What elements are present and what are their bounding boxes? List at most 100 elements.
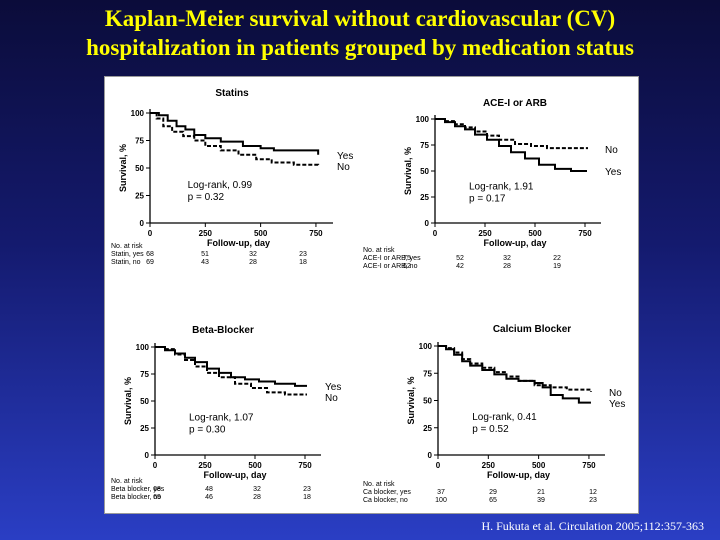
x-tick-label: 0 bbox=[433, 229, 438, 238]
curve-no bbox=[438, 345, 592, 392]
at-risk-value: 19 bbox=[553, 263, 561, 270]
x-axis-label: Follow-up, day bbox=[204, 470, 267, 480]
curve-yes bbox=[435, 118, 587, 172]
y-axis-label: Survival, % bbox=[406, 376, 416, 424]
logrank-annotation: Log-rank, 0.41 bbox=[472, 412, 537, 423]
at-risk-row-label: Beta blocker, no bbox=[111, 494, 161, 501]
curve-no bbox=[155, 346, 307, 396]
curve-yes bbox=[438, 345, 591, 404]
x-tick-label: 250 bbox=[478, 229, 492, 238]
at-risk-value: 62 bbox=[403, 263, 411, 270]
at-risk-row-label: ACE-I or ARB, yes bbox=[363, 255, 421, 262]
at-risk-row-label: Statin, no bbox=[111, 259, 141, 266]
at-risk-value: 23 bbox=[589, 497, 597, 504]
at-risk-value: 29 bbox=[489, 489, 497, 496]
at-risk-value: 69 bbox=[146, 259, 154, 266]
curve-no bbox=[150, 112, 320, 166]
series-label-no: No bbox=[605, 145, 618, 156]
series-label-yes: Yes bbox=[325, 382, 341, 393]
at-risk-value: 43 bbox=[201, 259, 209, 266]
y-tick-label: 75 bbox=[135, 137, 144, 146]
y-tick-label: 25 bbox=[140, 424, 149, 433]
at-risk-value: 22 bbox=[553, 255, 561, 262]
logrank-annotation: Log-rank, 1.91 bbox=[469, 182, 534, 193]
at-risk-row-label: Beta blocker, yes bbox=[111, 486, 165, 493]
km-chart-4: Calcium Blocker 0 25 50 75 100 0 250 500 750 Follo… bbox=[363, 324, 625, 504]
logrank-annotation: p = 0.30 bbox=[189, 424, 226, 435]
at-risk-row-label: ACE-I or ARB, no bbox=[363, 263, 418, 270]
at-risk-header: No. at risk bbox=[111, 478, 143, 485]
km-chart-1: Statins 0 25 50 75 100 0 250 500 750 Follow-up, da… bbox=[111, 88, 353, 266]
at-risk-value: 69 bbox=[153, 494, 161, 501]
y-tick-label: 25 bbox=[423, 424, 432, 433]
at-risk-value: 51 bbox=[201, 251, 209, 258]
y-tick-label: 50 bbox=[420, 167, 429, 176]
series-label-no: No bbox=[325, 393, 338, 404]
at-risk-value: 23 bbox=[299, 251, 307, 258]
at-risk-value: 68 bbox=[153, 486, 161, 493]
at-risk-value: 37 bbox=[437, 489, 445, 496]
at-risk-row-label: Ca blocker, yes bbox=[363, 489, 411, 496]
y-tick-label: 25 bbox=[135, 192, 144, 201]
at-risk-header: No. at risk bbox=[111, 243, 143, 250]
y-tick-label: 0 bbox=[140, 219, 145, 228]
at-risk-value: 18 bbox=[303, 494, 311, 501]
logrank-annotation: p = 0.17 bbox=[469, 194, 506, 205]
x-tick-label: 500 bbox=[532, 461, 546, 470]
figure-panel: Statins 0 25 50 75 100 0 250 500 750 Follow-up, da… bbox=[104, 76, 639, 514]
at-risk-value: 52 bbox=[456, 255, 464, 262]
slide-title: Kaplan-Meier survival without cardiovasc… bbox=[0, 4, 720, 62]
y-tick-label: 75 bbox=[140, 370, 149, 379]
at-risk-value: 32 bbox=[249, 251, 257, 258]
at-risk-value: 42 bbox=[456, 263, 464, 270]
at-risk-value: 23 bbox=[303, 486, 311, 493]
logrank-annotation: p = 0.32 bbox=[188, 192, 225, 203]
chart-title: Beta-Blocker bbox=[192, 325, 254, 336]
at-risk-value: 39 bbox=[537, 497, 545, 504]
x-tick-label: 0 bbox=[148, 229, 153, 238]
km-chart-2: ACE-I or ARB 0 25 50 75 100 0 250 500 750 Follow-u… bbox=[363, 98, 621, 270]
at-risk-value: 28 bbox=[249, 259, 257, 266]
x-tick-label: 750 bbox=[578, 229, 592, 238]
y-tick-label: 50 bbox=[135, 164, 144, 173]
at-risk-value: 75 bbox=[403, 255, 411, 262]
y-tick-label: 100 bbox=[136, 343, 150, 352]
x-tick-label: 750 bbox=[309, 229, 323, 238]
series-label-yes: Yes bbox=[605, 167, 621, 178]
y-tick-label: 75 bbox=[420, 141, 429, 150]
at-risk-header: No. at risk bbox=[363, 247, 395, 254]
at-risk-value: 68 bbox=[146, 251, 154, 258]
slide-title-line-1: Kaplan-Meier survival without cardiovasc… bbox=[104, 6, 616, 31]
at-risk-value: 48 bbox=[205, 486, 213, 493]
at-risk-value: 32 bbox=[253, 486, 261, 493]
at-risk-value: 65 bbox=[489, 497, 497, 504]
curve-yes bbox=[155, 346, 307, 387]
chart-title: Statins bbox=[215, 88, 249, 99]
at-risk-value: 21 bbox=[537, 489, 545, 496]
x-axis-label: Follow-up, day bbox=[484, 238, 547, 248]
x-tick-label: 0 bbox=[153, 461, 158, 470]
at-risk-value: 46 bbox=[205, 494, 213, 501]
chart-title: ACE-I or ARB bbox=[483, 98, 547, 109]
y-tick-label: 100 bbox=[131, 109, 145, 118]
y-axis-label: Survival, % bbox=[123, 377, 133, 425]
at-risk-row-label: Ca blocker, no bbox=[363, 497, 408, 504]
at-risk-value: 18 bbox=[299, 259, 307, 266]
km-chart-3: Beta-Blocker 0 25 50 75 100 0 250 500 750 Follow-u… bbox=[111, 325, 341, 501]
series-label-no: No bbox=[337, 162, 350, 173]
slide-title-line-2: hospitalization in patients grouped by m… bbox=[86, 35, 634, 60]
x-tick-label: 250 bbox=[482, 461, 496, 470]
x-tick-label: 250 bbox=[198, 461, 212, 470]
x-axis-label: Follow-up, day bbox=[487, 470, 550, 480]
x-tick-label: 500 bbox=[254, 229, 268, 238]
x-tick-label: 0 bbox=[436, 461, 441, 470]
at-risk-value: 28 bbox=[253, 494, 261, 501]
x-tick-label: 500 bbox=[248, 461, 262, 470]
citation: H. Fukuta et al. Circulation 2005;112:35… bbox=[481, 519, 704, 533]
logrank-annotation: Log-rank, 1.07 bbox=[189, 412, 254, 423]
series-label-yes: Yes bbox=[609, 399, 625, 410]
x-tick-label: 250 bbox=[199, 229, 213, 238]
curve-no bbox=[435, 118, 588, 150]
logrank-annotation: Log-rank, 0.99 bbox=[188, 180, 253, 191]
